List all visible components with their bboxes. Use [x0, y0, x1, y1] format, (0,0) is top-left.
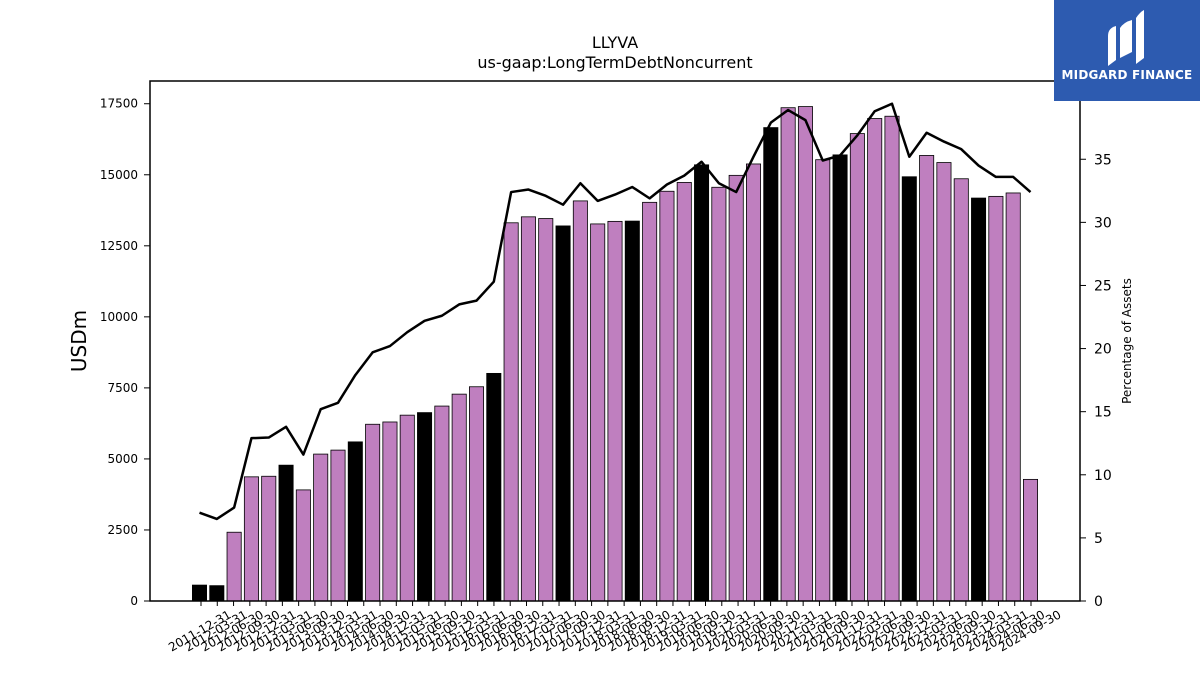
chart-title: LLYVA	[592, 33, 638, 52]
bar	[642, 201, 658, 602]
bar	[278, 464, 294, 602]
bar	[780, 107, 796, 602]
bar	[971, 197, 987, 602]
bar	[694, 164, 710, 602]
bar	[988, 195, 1004, 602]
bar	[209, 585, 225, 602]
y2-tick-label: 0	[1094, 594, 1103, 610]
y2-tick-label: 35	[1094, 152, 1112, 168]
bar	[451, 393, 467, 602]
bar	[382, 421, 398, 602]
y-tick-label: 12500	[100, 239, 138, 253]
y2-tick-label: 20	[1094, 342, 1112, 358]
bar	[590, 223, 606, 602]
bar	[867, 118, 883, 602]
y-tick-label: 15000	[100, 168, 138, 182]
brand-logo: MIDGARD FINANCE	[1054, 0, 1200, 101]
bar	[434, 405, 450, 602]
bar	[676, 182, 692, 602]
y-axis-left: 0 2500 5000 7500 10000 12500 15000 17500	[100, 97, 150, 608]
x-axis: 2011-12-312012-03-312012-06-302012-09-30…	[166, 601, 1064, 654]
bar	[313, 453, 329, 602]
y2-tick-label: 30	[1094, 215, 1112, 231]
y-tick-label: 5000	[107, 452, 138, 466]
y2-tick-label: 10	[1094, 468, 1112, 484]
bar	[884, 115, 900, 602]
y-tick-label: 17500	[100, 97, 138, 111]
bar	[849, 133, 865, 602]
logo-text: MIDGARD FINANCE	[1061, 68, 1193, 82]
y-tick-label: 7500	[107, 381, 138, 395]
bar	[659, 190, 675, 602]
bar	[763, 127, 779, 602]
y2-tick-label: 5	[1094, 531, 1103, 547]
bar	[520, 216, 536, 602]
bar	[607, 220, 623, 602]
bar	[486, 372, 502, 602]
bar	[953, 178, 969, 602]
y-axis-label: USDm	[67, 310, 91, 372]
bar	[624, 220, 640, 602]
bar	[555, 225, 571, 602]
bar	[503, 222, 519, 602]
bar	[417, 412, 433, 602]
bar	[797, 106, 813, 602]
bar	[832, 154, 848, 602]
y-tick-label: 2500	[107, 523, 138, 537]
bar	[365, 423, 381, 602]
y2-tick-label: 25	[1094, 278, 1112, 294]
bar	[746, 163, 762, 602]
midgard-logo-icon	[1108, 10, 1144, 66]
y2-axis-label: Percentage of Assets	[1120, 278, 1134, 404]
bar	[399, 414, 415, 602]
bar	[815, 159, 831, 602]
chart-subtitle: us-gaap:LongTermDebtNoncurrent	[477, 53, 752, 72]
bar	[711, 186, 727, 602]
bar	[330, 449, 346, 602]
bar	[901, 176, 917, 602]
bar	[1005, 192, 1021, 602]
bar	[243, 476, 259, 602]
bars-group	[191, 106, 1039, 602]
bar	[936, 162, 952, 602]
bar	[295, 489, 311, 602]
bar	[728, 174, 744, 602]
plot-frame	[149, 80, 1081, 602]
bar	[468, 386, 484, 602]
y-tick-label: 0	[130, 594, 138, 608]
y-axis-right: 0 5 10 15 20 25 30 35	[1080, 152, 1112, 610]
bar	[919, 155, 935, 602]
bar	[191, 584, 207, 602]
y2-tick-label: 15	[1094, 405, 1112, 421]
bar	[226, 531, 242, 602]
bar	[261, 475, 277, 602]
bar	[1023, 478, 1039, 602]
bar	[572, 200, 588, 602]
bar	[347, 441, 363, 602]
bar	[538, 218, 554, 602]
y-tick-label: 10000	[100, 310, 138, 324]
series-line-percentage	[199, 102, 1032, 521]
